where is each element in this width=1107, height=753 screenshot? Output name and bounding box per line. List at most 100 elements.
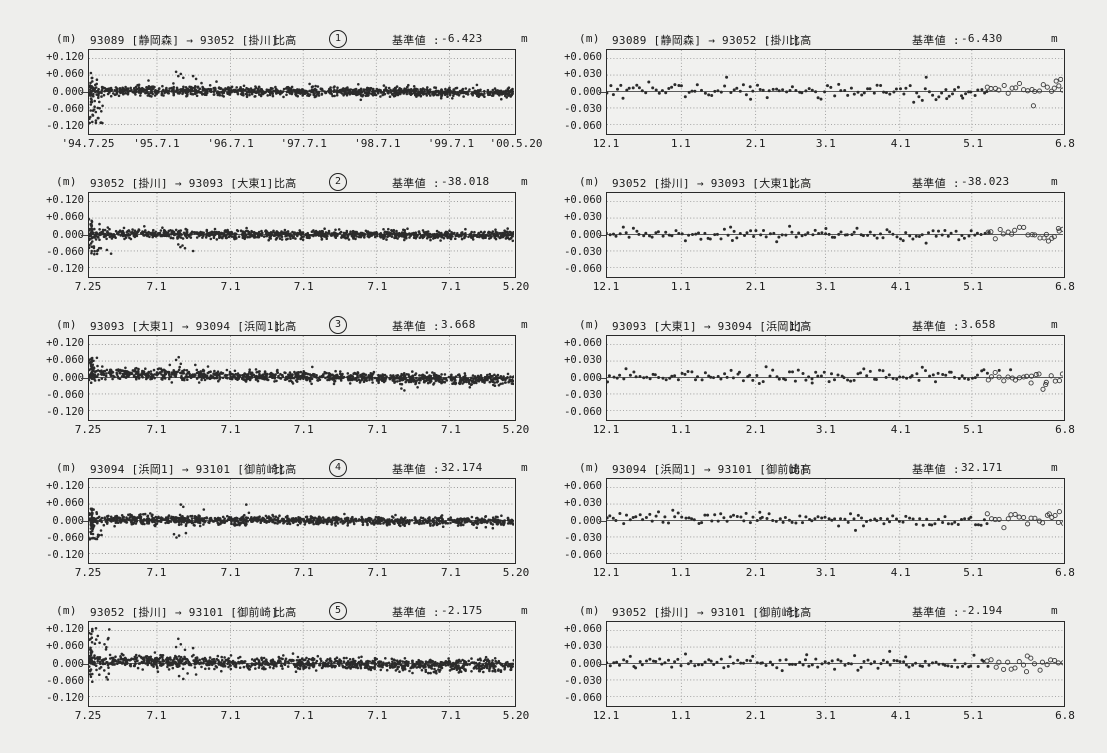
data-point [388, 95, 392, 98]
data-point [465, 518, 469, 521]
data-point [128, 233, 132, 237]
data-point [249, 87, 253, 90]
data-point [628, 373, 632, 377]
data-point [406, 227, 409, 230]
data-point [244, 518, 248, 522]
data-point [478, 378, 481, 382]
data-point [253, 95, 256, 98]
data-point [160, 373, 163, 376]
data-point [459, 379, 462, 383]
data-point [177, 74, 180, 78]
x-tick-label: 5.1 [963, 137, 984, 150]
data-point [103, 369, 107, 373]
data-point [330, 523, 333, 526]
data-point [152, 228, 155, 232]
data-point [178, 513, 182, 517]
data-point [170, 373, 174, 376]
data-point [723, 84, 727, 88]
x-tick-label: 5.20 [502, 423, 530, 436]
data-point [101, 365, 104, 368]
data-point [195, 94, 199, 98]
data-point [631, 86, 635, 90]
data-point [257, 516, 261, 519]
data-point [487, 93, 490, 97]
data-point [96, 369, 100, 372]
data-point [725, 75, 729, 79]
data-point [279, 377, 283, 380]
data-point [296, 232, 300, 235]
data-point [324, 376, 327, 380]
data-point [279, 89, 282, 93]
data-point [751, 378, 755, 382]
y-tick-label: 0.000 [52, 228, 84, 241]
data-point [796, 368, 800, 372]
data-point [811, 233, 815, 237]
data-point [185, 369, 189, 372]
data-point [182, 76, 185, 80]
data-point [382, 228, 385, 231]
data-point [924, 241, 928, 245]
data-point [167, 234, 171, 238]
data-point [294, 237, 297, 240]
data-point [944, 373, 948, 377]
data-point [303, 523, 307, 526]
data-point [225, 368, 229, 372]
data-point [712, 376, 715, 380]
data-point [439, 515, 443, 518]
data-point [298, 229, 301, 232]
data-point [101, 230, 105, 234]
data-point [315, 522, 318, 526]
data-point [96, 89, 100, 93]
data-point [879, 232, 882, 236]
data-point [852, 378, 856, 382]
data-point [205, 88, 208, 91]
data-point [440, 373, 443, 376]
data-point [875, 83, 879, 87]
open-data-point [1005, 90, 1011, 96]
data-point [438, 380, 442, 383]
data-point [296, 518, 300, 521]
data-point [827, 380, 831, 384]
data-point [849, 379, 853, 383]
data-point [279, 519, 282, 523]
x-tick-label: '00.5.20 [489, 137, 543, 150]
data-point [680, 371, 684, 375]
data-point [248, 91, 251, 94]
open-data-point [1059, 87, 1063, 93]
data-point [449, 237, 453, 240]
data-point [189, 233, 193, 236]
data-point [868, 230, 872, 234]
data-point [147, 230, 150, 234]
data-point [313, 233, 316, 236]
data-point [184, 523, 188, 526]
data-point [126, 92, 130, 96]
data-point [476, 374, 480, 378]
data-point [472, 377, 475, 381]
scatter-plot-frame [606, 49, 1065, 135]
data-point [506, 372, 510, 376]
data-point [248, 368, 251, 371]
data-point [91, 114, 95, 117]
data-point [330, 232, 333, 235]
data-point [185, 230, 188, 234]
data-point [493, 384, 497, 387]
data-point [505, 236, 509, 239]
data-point [905, 376, 909, 380]
data-point [810, 381, 814, 385]
data-point [301, 232, 304, 235]
data-point [997, 368, 1001, 372]
data-point [460, 237, 464, 241]
data-point [439, 96, 443, 100]
data-point [236, 372, 240, 375]
data-point [680, 232, 684, 236]
data-point [409, 88, 413, 91]
data-point [471, 92, 474, 96]
data-point [462, 523, 465, 527]
data-point [344, 90, 347, 93]
data-point [265, 234, 269, 238]
data-point [130, 88, 133, 92]
data-point [172, 93, 176, 96]
data-point [339, 379, 343, 382]
data-point [121, 229, 125, 233]
data-point [404, 87, 408, 91]
